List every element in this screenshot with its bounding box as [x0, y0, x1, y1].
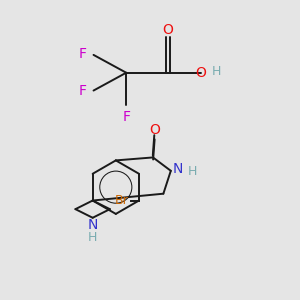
Text: N: N: [88, 218, 98, 232]
Text: O: O: [162, 22, 173, 37]
Text: Br: Br: [115, 194, 129, 207]
Text: O: O: [149, 123, 160, 137]
Text: H: H: [88, 231, 97, 244]
Text: F: F: [78, 84, 86, 98]
Text: N: N: [173, 162, 183, 176]
Text: H: H: [212, 65, 222, 78]
Text: O: O: [195, 66, 206, 80]
Text: F: F: [78, 47, 86, 61]
Text: H: H: [188, 165, 197, 178]
Text: F: F: [123, 110, 131, 124]
